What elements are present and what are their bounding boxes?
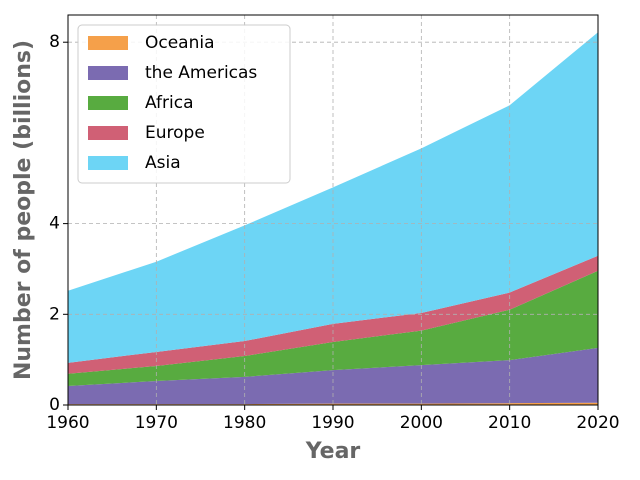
x-tick-label: 1980 bbox=[223, 413, 266, 433]
y-tick-label: 0 bbox=[49, 395, 60, 415]
x-tick-label: 1970 bbox=[135, 413, 178, 433]
legend-label: Asia bbox=[145, 153, 181, 173]
area bbox=[68, 255, 598, 374]
legend-label: Oceania bbox=[145, 33, 215, 53]
x-tick-label: 1990 bbox=[311, 413, 354, 433]
legend-swatch bbox=[88, 96, 128, 110]
y-tick-label: 4 bbox=[49, 214, 60, 234]
x-tick-label: 1960 bbox=[46, 413, 89, 433]
legend-swatch bbox=[88, 156, 128, 170]
legend-swatch bbox=[88, 66, 128, 80]
plot-frame bbox=[67, 14, 599, 406]
legend-swatch bbox=[88, 36, 128, 50]
legend-label: the Americas bbox=[145, 63, 257, 83]
legend-label: Africa bbox=[145, 93, 194, 113]
legend-box bbox=[77, 24, 291, 184]
legend-label: Europe bbox=[145, 123, 205, 143]
y-tick-label: 8 bbox=[49, 32, 60, 52]
x-tick-label: 2010 bbox=[488, 413, 531, 433]
y-axis-label: Number of people (billions) bbox=[11, 40, 36, 380]
area bbox=[68, 270, 598, 386]
legend-swatch bbox=[88, 126, 128, 140]
x-tick-label: 2000 bbox=[400, 413, 443, 433]
x-axis-label: Year bbox=[305, 439, 361, 464]
x-tick-label: 2020 bbox=[576, 413, 619, 433]
y-tick-label: 2 bbox=[49, 304, 60, 324]
